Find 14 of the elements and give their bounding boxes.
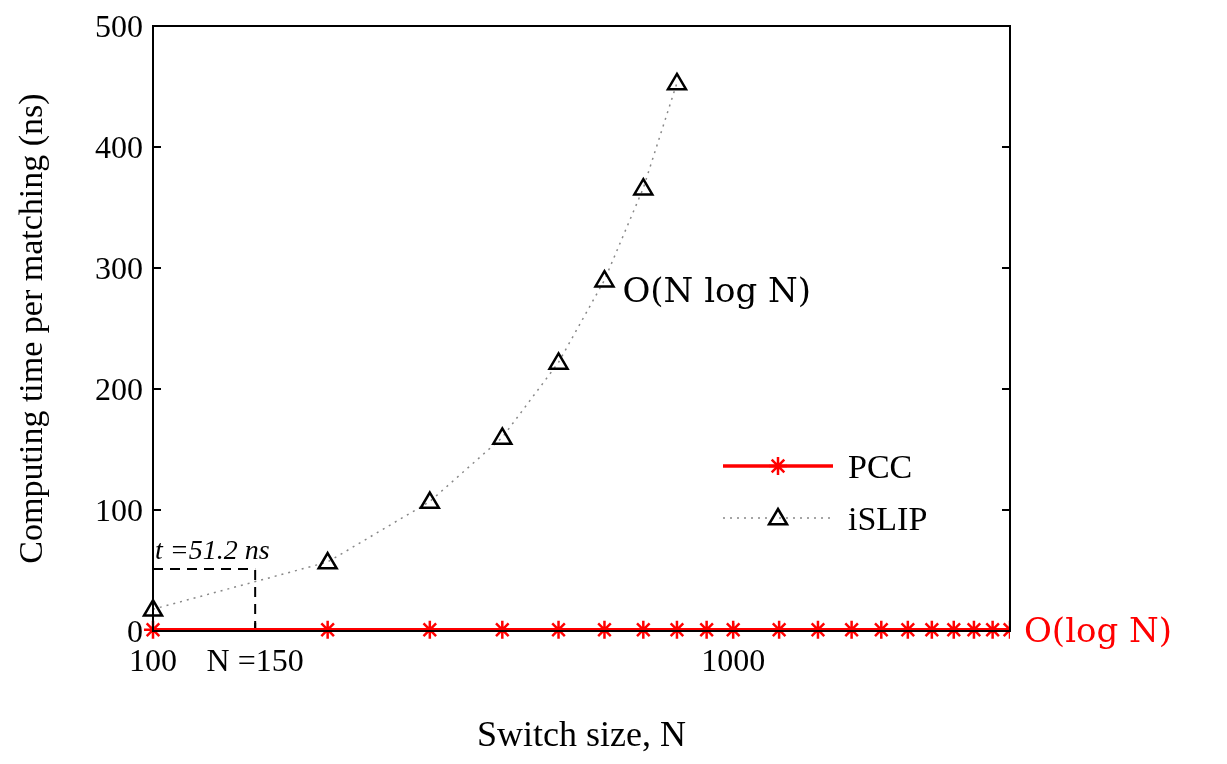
annotation: t =51.2 ns (155, 534, 270, 566)
y-axis-title: Computing time per matching (ns) (12, 93, 50, 564)
y-tick-label: 300 (95, 250, 143, 287)
y-tick-label: 100 (95, 492, 143, 529)
legend-label: PCC (848, 447, 913, 485)
annotation: O(N log N) (622, 270, 812, 311)
annotation: O(log N) (1024, 609, 1173, 650)
x-tick-label: 1000 (701, 642, 766, 678)
legend-label: iSLIP (848, 499, 928, 537)
x-axis-title: Switch size, N (477, 714, 686, 754)
y-tick-label: 400 (95, 129, 143, 166)
y-tick-label: 200 (95, 371, 143, 408)
y-tick-label: 500 (95, 8, 143, 45)
x-tick-label: N =150 (206, 642, 304, 678)
